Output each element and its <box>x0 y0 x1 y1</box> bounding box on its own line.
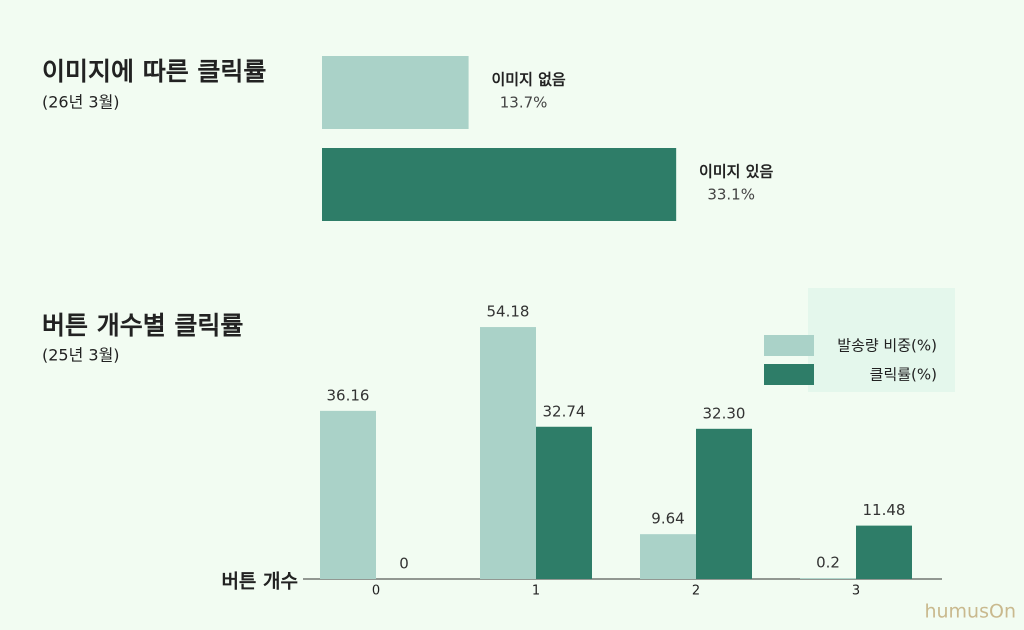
value-label: 32.30 <box>703 404 746 422</box>
bar <box>856 525 912 579</box>
bar <box>322 56 469 129</box>
legend-label: 발송량 비중(%) <box>837 337 937 355</box>
bar <box>536 426 592 579</box>
value-label: 0.2 <box>816 554 840 572</box>
category-label: 이미지 없음 <box>491 71 565 89</box>
x-tick-label: 2 <box>692 584 700 599</box>
value-label: 11.48 <box>863 501 906 519</box>
value-label: 54.18 <box>487 303 530 321</box>
x-tick-label: 3 <box>852 584 860 599</box>
bar <box>480 327 536 579</box>
logo: humusOn <box>924 601 1016 623</box>
x-axis-label: 버튼 개수 <box>221 571 298 593</box>
chart-subtitle: (25년 3월) <box>42 346 120 365</box>
value-label: 36.16 <box>327 386 370 404</box>
value-label: 0 <box>399 555 409 573</box>
value-label: 9.64 <box>651 510 684 528</box>
x-tick-label: 0 <box>372 584 380 599</box>
chart-title: 이미지에 따른 클릭률 <box>42 57 266 86</box>
category-label: 이미지 있음 <box>699 163 773 181</box>
value-label: 13.7% <box>500 94 548 112</box>
bar <box>696 428 752 579</box>
bar <box>320 410 376 579</box>
legend-swatch <box>764 335 814 356</box>
x-tick-label: 1 <box>532 584 540 599</box>
chart-subtitle: (26년 3월) <box>42 93 120 112</box>
value-label: 33.1% <box>707 186 755 204</box>
value-label: 32.74 <box>543 402 586 420</box>
legend-swatch <box>764 364 814 385</box>
bar <box>640 534 696 579</box>
legend-box <box>808 288 955 392</box>
chart-title: 버튼 개수별 클릭률 <box>42 311 243 340</box>
bar <box>800 578 856 579</box>
legend-label: 클릭률(%) <box>870 366 937 384</box>
bar <box>322 148 677 221</box>
